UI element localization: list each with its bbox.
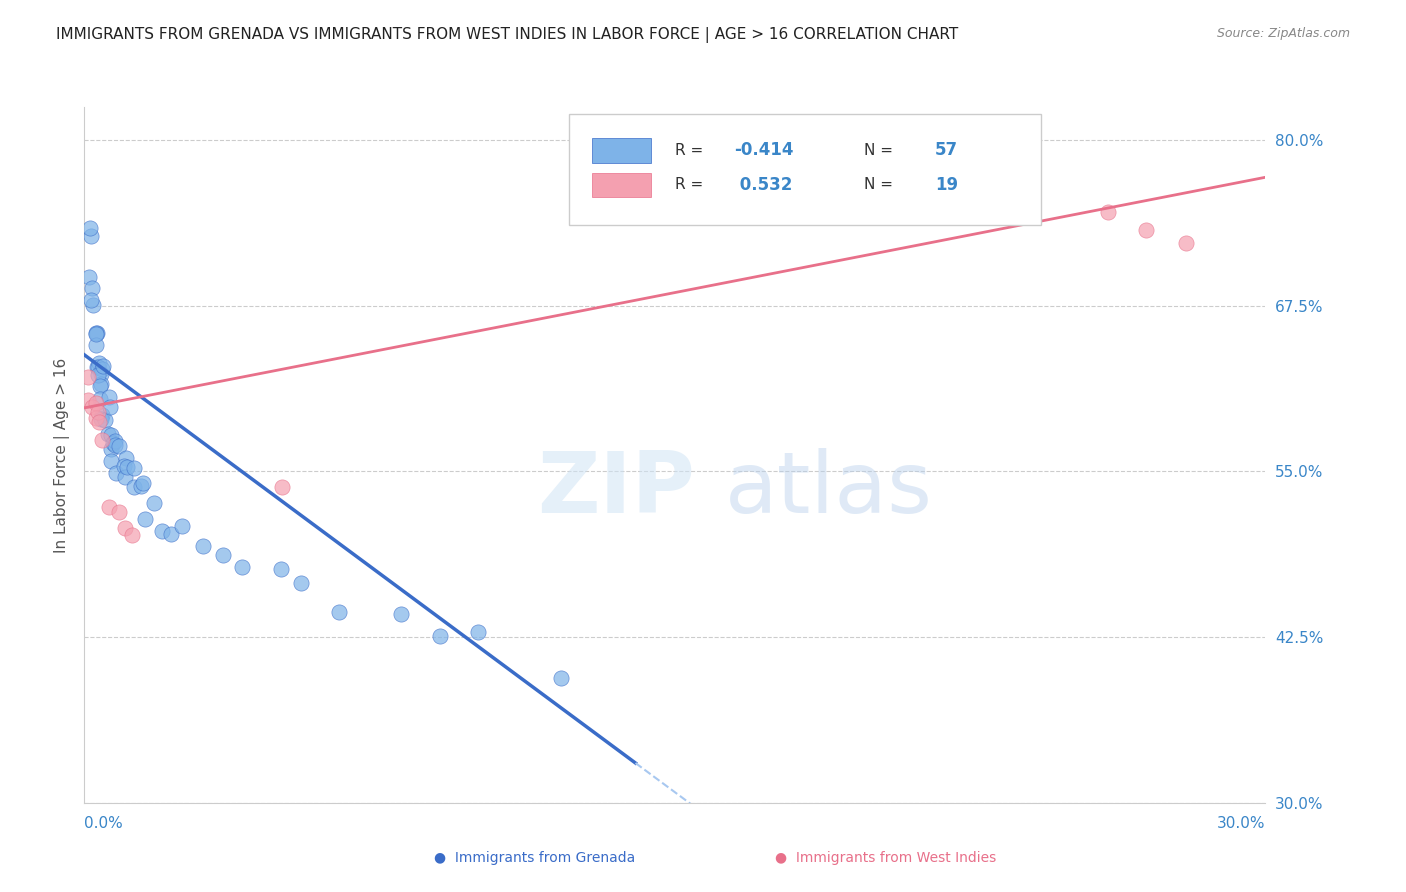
Point: [115, 459, 138, 474]
Point: [231, 560, 253, 574]
Text: R =: R =: [675, 143, 709, 158]
Text: ZIP: ZIP: [537, 448, 695, 532]
Point: [87, 359, 110, 374]
Point: [89, 379, 111, 393]
Point: [77, 369, 100, 384]
Point: [90, 367, 112, 381]
Point: [429, 628, 451, 642]
Point: [86, 326, 108, 340]
Point: [105, 466, 128, 480]
Point: [467, 624, 489, 639]
Point: [87, 405, 110, 419]
Point: [89, 392, 111, 406]
Point: [90, 376, 112, 391]
Point: [115, 451, 138, 466]
Point: [114, 470, 136, 484]
Point: [82, 297, 104, 311]
Point: [79, 220, 101, 235]
Text: N =: N =: [863, 143, 897, 158]
Point: [90, 408, 112, 422]
Text: atlas: atlas: [724, 448, 932, 532]
FancyBboxPatch shape: [592, 138, 651, 162]
Point: [941, 162, 963, 177]
Point: [87, 356, 110, 370]
Point: [108, 440, 131, 454]
Point: [150, 524, 173, 539]
Text: 30.0%: 30.0%: [1218, 816, 1265, 831]
Point: [98, 500, 121, 514]
Point: [122, 461, 145, 475]
Text: ●  Immigrants from Grenada: ● Immigrants from Grenada: [433, 851, 636, 865]
Point: [129, 479, 152, 493]
Point: [84, 327, 107, 342]
Y-axis label: In Labor Force | Age > 16: In Labor Force | Age > 16: [55, 358, 70, 552]
Text: 57: 57: [935, 141, 957, 159]
Point: [100, 442, 122, 456]
Point: [101, 435, 124, 450]
Point: [90, 412, 112, 426]
Point: [97, 427, 120, 442]
Point: [82, 281, 104, 295]
Text: N =: N =: [863, 178, 897, 193]
Point: [132, 475, 155, 490]
Point: [91, 361, 114, 376]
Point: [1174, 236, 1197, 251]
Point: [97, 391, 120, 405]
Point: [122, 480, 145, 494]
Point: [159, 527, 181, 541]
Point: [98, 400, 121, 414]
Point: [91, 434, 114, 448]
Point: [191, 539, 214, 553]
Text: R =: R =: [675, 178, 709, 193]
Point: [290, 576, 312, 591]
Point: [212, 548, 235, 562]
FancyBboxPatch shape: [568, 114, 1040, 226]
Point: [114, 521, 136, 535]
Point: [80, 400, 103, 414]
Point: [328, 606, 350, 620]
FancyBboxPatch shape: [592, 173, 651, 197]
Point: [77, 393, 100, 408]
Point: [134, 512, 156, 526]
Point: [89, 415, 111, 429]
Point: [271, 480, 294, 494]
Point: [270, 561, 292, 575]
Point: [1019, 184, 1042, 198]
Text: Source: ZipAtlas.com: Source: ZipAtlas.com: [1216, 27, 1350, 40]
Point: [86, 396, 108, 410]
Point: [860, 140, 883, 154]
Point: [143, 496, 166, 510]
Point: [80, 293, 103, 308]
Point: [1097, 205, 1119, 219]
Point: [87, 368, 110, 382]
Text: IMMIGRANTS FROM GRENADA VS IMMIGRANTS FROM WEST INDIES IN LABOR FORCE | AGE > 16: IMMIGRANTS FROM GRENADA VS IMMIGRANTS FR…: [56, 27, 959, 43]
Point: [86, 360, 108, 375]
Point: [389, 607, 412, 622]
Point: [100, 428, 122, 442]
Point: [172, 519, 194, 533]
Text: ●  Immigrants from West Indies: ● Immigrants from West Indies: [775, 851, 997, 865]
Point: [86, 326, 108, 341]
Point: [112, 458, 135, 473]
Point: [93, 413, 115, 427]
Point: [550, 671, 572, 685]
Text: 0.532: 0.532: [734, 176, 793, 194]
Point: [1135, 222, 1157, 236]
Point: [86, 411, 108, 425]
Text: -0.414: -0.414: [734, 141, 793, 159]
Point: [77, 269, 100, 284]
Point: [91, 359, 114, 373]
Point: [104, 438, 127, 452]
Point: [107, 504, 129, 518]
Point: [121, 528, 143, 542]
Text: 19: 19: [935, 176, 957, 194]
Point: [80, 229, 103, 244]
Point: [100, 454, 122, 468]
Point: [104, 434, 127, 448]
Text: 0.0%: 0.0%: [84, 816, 124, 831]
Point: [84, 337, 107, 351]
